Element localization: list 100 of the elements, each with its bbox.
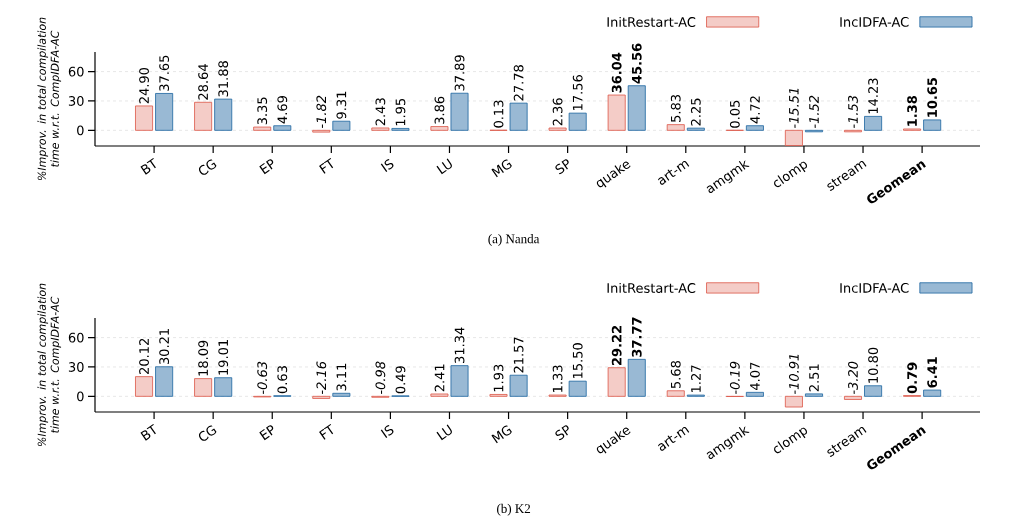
legend-label: InitRestart-AC <box>607 16 696 27</box>
data-label: 5.68 <box>670 361 681 389</box>
data-label: 21.57 <box>513 337 524 373</box>
bar <box>548 127 567 131</box>
data-label: 10.80 <box>868 347 878 383</box>
x-tick-label: SP <box>555 425 569 441</box>
bar <box>745 125 764 131</box>
bar <box>332 392 351 397</box>
data-label: -2.16 <box>316 361 327 395</box>
y-axis-title: %Improv. in total compilation time w.r.t. CompIDFA-AC <box>37 283 62 447</box>
bar <box>450 92 469 131</box>
bar <box>666 390 685 397</box>
bar <box>155 366 174 397</box>
x-tick-label: BT <box>140 157 156 175</box>
y-tick-label: 30 <box>68 362 84 372</box>
x-tick-label: BT <box>140 423 156 441</box>
data-label: -0.19 <box>729 361 740 395</box>
data-label: 31.34 <box>454 327 465 363</box>
data-label: -15.51 <box>789 88 799 129</box>
x-tick-label: FT <box>319 157 334 174</box>
y-tick-label: 60 <box>68 66 84 77</box>
y-tick-label: 30 <box>68 96 84 106</box>
data-label: 0.49 <box>395 366 406 394</box>
y-tick-label: 0 <box>77 125 84 136</box>
y-tick-label: 60 <box>68 332 84 343</box>
data-label: 1.33 <box>552 365 563 392</box>
bar <box>332 120 351 131</box>
y-tick-label: 0 <box>77 391 84 402</box>
bar <box>568 112 587 131</box>
bar <box>784 129 803 146</box>
x-tick-label: SP <box>555 159 569 175</box>
data-label: 4.07 <box>750 362 760 391</box>
x-tick-label: FT <box>319 423 334 440</box>
bar <box>805 393 823 397</box>
bar <box>430 393 449 397</box>
legend-label: IncIDFA-AC <box>840 17 909 27</box>
bar <box>509 374 528 397</box>
data-label: 2.43 <box>375 98 386 126</box>
bar <box>923 389 942 397</box>
data-label: 1.95 <box>395 98 406 126</box>
bar <box>135 105 154 131</box>
legend-label: InitRestart-AC <box>607 282 696 293</box>
bar <box>864 385 883 397</box>
y-axis-title: %Improv. in total compilation time w.r.t. CompIDFA-AC <box>37 17 62 181</box>
data-label: 1.93 <box>493 364 504 392</box>
data-label: 45.56 <box>631 43 642 84</box>
bar <box>666 124 685 131</box>
data-label: 15.50 <box>572 343 583 379</box>
bar <box>745 391 764 397</box>
x-tick-label: IS <box>380 159 394 173</box>
data-label: 3.35 <box>257 97 268 125</box>
bar <box>784 395 803 408</box>
bar <box>135 376 154 397</box>
data-label: 19.01 <box>218 340 229 375</box>
data-label: -3.20 <box>848 361 858 395</box>
data-label: 30.21 <box>159 329 170 365</box>
text: (a) Nanda <box>488 234 540 246</box>
bar <box>568 380 587 397</box>
legend-label: IncIDFA-AC <box>840 283 909 293</box>
data-label: 1.27 <box>691 365 701 392</box>
bar <box>371 127 390 131</box>
data-label: 2.41 <box>434 364 445 392</box>
bar <box>430 126 449 131</box>
data-label: 37.77 <box>631 317 642 357</box>
data-label: 28.64 <box>198 64 209 100</box>
data-label: -1.53 <box>848 95 858 129</box>
bar <box>194 378 213 397</box>
data-label: 0.79 <box>907 362 917 394</box>
data-label: 37.65 <box>159 55 170 91</box>
x-tick-label: LU <box>436 424 452 441</box>
data-label: 37.89 <box>454 55 465 91</box>
x-tick-label: EP <box>259 159 274 175</box>
data-label: 2.25 <box>690 98 701 126</box>
x-tick-label: LU <box>436 158 452 175</box>
data-label: 0.13 <box>493 100 504 128</box>
data-label: -0.98 <box>375 361 386 395</box>
data-label: 20.12 <box>139 339 149 374</box>
data-label: 2.51 <box>809 364 819 392</box>
text: (b) K2 <box>497 503 531 516</box>
data-label: 29.22 <box>611 326 622 365</box>
data-label: 4.69 <box>277 96 288 124</box>
data-label: -1.52 <box>809 95 819 129</box>
data-label: 18.09 <box>198 340 209 376</box>
data-label: -0.63 <box>257 361 268 395</box>
data-label: 14.23 <box>868 78 878 114</box>
x-tick-label: EP <box>259 425 274 441</box>
data-label: 3.86 <box>434 96 445 124</box>
bar <box>844 395 862 400</box>
data-label: 2.36 <box>552 98 563 126</box>
bar <box>312 395 331 399</box>
data-label: 3.11 <box>336 363 347 391</box>
data-label: 6.41 <box>927 357 938 388</box>
bar <box>273 125 292 131</box>
data-label: -10.91 <box>789 354 799 395</box>
x-tick-label: CG <box>198 159 217 175</box>
data-label: 24.90 <box>139 67 149 104</box>
bar <box>214 98 233 131</box>
bar <box>607 367 626 397</box>
bar <box>194 101 213 131</box>
data-label: -1.82 <box>316 95 327 129</box>
